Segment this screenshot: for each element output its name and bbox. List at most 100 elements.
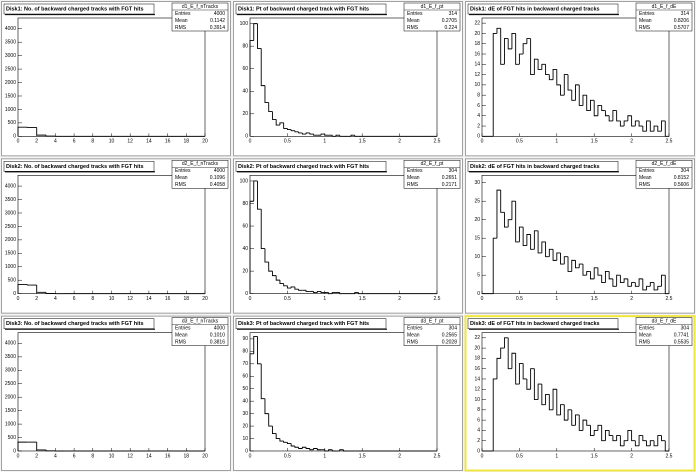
histogram-bin: [642, 435, 647, 442]
y-tick-label: 30: [474, 180, 480, 186]
x-tick-label: 2.5: [434, 139, 441, 145]
title-box: [467, 3, 619, 15]
histogram-bin: [294, 130, 299, 133]
histogram-bin: [339, 292, 344, 295]
histogram-bin: [313, 291, 318, 293]
histogram-bin: [515, 33, 520, 65]
histogram-bin: [257, 336, 262, 365]
title-box: [467, 161, 619, 172]
histogram-bin: [522, 227, 527, 247]
x-tick-label: 10: [109, 139, 115, 145]
stats-value: 4000: [214, 11, 225, 17]
histogram-bin: [268, 262, 273, 272]
stats-box: [171, 160, 229, 189]
histogram-bin: [268, 413, 273, 427]
y-tick-label: 2500: [5, 381, 16, 387]
histogram-bin: [279, 438, 284, 442]
title-box: [467, 318, 619, 329]
histogram-bin: [631, 430, 636, 442]
histogram-bin: [511, 200, 516, 220]
histogram-bin: [331, 449, 337, 452]
histogram-bin: [627, 115, 632, 121]
x-tick-label: 4: [54, 139, 57, 145]
stats-label: Mean: [639, 18, 652, 24]
histogram-bin: [552, 68, 557, 80]
histogram-bin: [548, 248, 554, 257]
histogram-bin: [608, 271, 613, 280]
histogram-bin: [496, 357, 501, 379]
stats-label: RMS: [639, 25, 651, 31]
histogram-bin: [545, 393, 550, 405]
stats-label: Mean: [639, 332, 652, 338]
y-tick-label: 3500: [5, 354, 16, 360]
histogram-bin: [563, 74, 569, 96]
x-tick-label: 8: [91, 139, 94, 145]
histogram-bin: [260, 48, 265, 87]
histogram-bin: [507, 38, 512, 50]
histogram-bin: [619, 435, 625, 447]
x-tick-label: 0: [249, 296, 252, 302]
x-tick-label: 10: [109, 296, 115, 302]
histogram-bin: [522, 363, 527, 380]
stats-value: 304: [681, 325, 690, 331]
title-box: [3, 318, 155, 329]
x-tick-label: 0: [249, 139, 252, 145]
stats-label: Entries: [175, 11, 191, 17]
histogram-bin: [275, 433, 280, 439]
stats-value: 304: [681, 168, 690, 174]
histogram-bin: [354, 292, 359, 294]
histogram-bin: [249, 353, 254, 451]
histogram-bin: [45, 292, 56, 294]
histogram-bin: [571, 409, 576, 426]
x-tick-label: 0.5: [516, 139, 523, 145]
histogram-bin: [503, 337, 509, 349]
histogram-bin: [301, 446, 307, 449]
y-tick-label: 22: [474, 20, 480, 26]
y-tick-label: 22: [474, 335, 480, 341]
histogram-bin: [298, 447, 303, 449]
x-tick-label: 12: [127, 453, 133, 459]
pad-title: Disk3: No. of backward charged tracks wi…: [6, 321, 144, 327]
histogram-bin: [537, 230, 542, 254]
x-tick-label: 12: [127, 139, 133, 145]
stats-label: Entries: [407, 11, 423, 17]
y-tick-label: 6: [477, 103, 480, 109]
x-tick-label: 1.5: [359, 453, 366, 459]
histogram-bin: [541, 63, 546, 70]
x-tick-label: 16: [165, 296, 171, 302]
histogram-bin: [343, 449, 348, 452]
y-tick-label: 3000: [5, 53, 16, 59]
x-tick-label: 2.5: [434, 453, 441, 459]
histogram-bin: [530, 234, 535, 250]
x-tick-label: 0: [17, 139, 20, 145]
histogram-bin: [638, 278, 643, 287]
histogram-bin: [268, 102, 273, 112]
histogram-bin: [653, 282, 658, 291]
histogram-bin: [522, 43, 527, 55]
stats-value: 0.2028: [442, 339, 458, 345]
histogram-bin: [604, 271, 610, 283]
histogram-bin: [320, 291, 325, 293]
histogram-bin: [17, 126, 28, 137]
histogram-bin: [279, 280, 284, 284]
title-box: [235, 3, 387, 15]
histogram-bin: [619, 120, 625, 127]
histogram-bin: [646, 285, 651, 290]
histogram-bin: [533, 58, 539, 75]
histogram-bin: [548, 74, 554, 81]
stats-label: Entries: [639, 325, 655, 331]
stats-value: 0.2651: [442, 175, 458, 181]
histogram-bin: [518, 53, 524, 65]
y-tick-label: 100: [240, 178, 249, 184]
histogram-bin: [601, 105, 606, 112]
y-tick-label: 60: [242, 66, 248, 72]
y-tick-label: 0: [245, 291, 248, 297]
histogram-bin: [653, 125, 658, 132]
y-tick-label: 14: [474, 62, 480, 68]
histogram-bin: [526, 38, 531, 44]
x-tick-label: 6: [73, 453, 76, 459]
stats-value: 304: [449, 325, 458, 331]
y-tick-label: 10: [474, 254, 480, 260]
y-tick-label: 1000: [5, 421, 16, 427]
stats-label: RMS: [407, 182, 419, 188]
